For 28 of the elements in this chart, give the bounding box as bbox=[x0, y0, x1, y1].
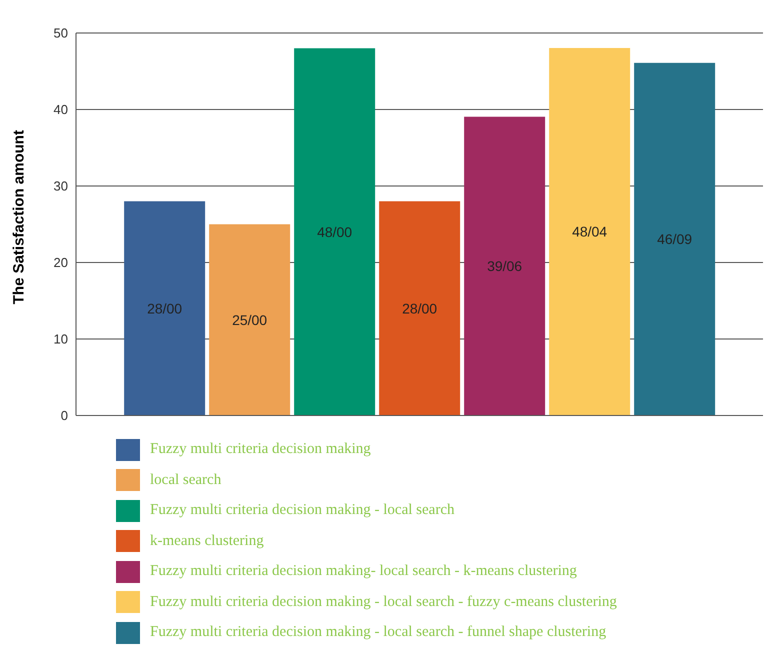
legend-label: Fuzzy multi criteria decision making - local search - fuzzy c-means clustering bbox=[150, 594, 617, 611]
y-tick-label: 50 bbox=[54, 26, 68, 41]
bar bbox=[209, 224, 290, 416]
legend-label: Fuzzy multi criteria decision making bbox=[150, 441, 371, 458]
y-tick-label: 0 bbox=[60, 408, 68, 424]
y-tick-label: 30 bbox=[54, 178, 68, 194]
data-label: 28/00 bbox=[402, 300, 438, 316]
data-label: 25/00 bbox=[232, 312, 268, 328]
y-tick-label: 40 bbox=[54, 102, 68, 118]
y-tick-label: 10 bbox=[54, 332, 68, 347]
legend-label: local search bbox=[150, 472, 222, 489]
bar bbox=[634, 62, 716, 416]
legend-label: k-means clustering bbox=[150, 532, 264, 550]
data-label: 48/04 bbox=[572, 224, 608, 240]
bar bbox=[124, 201, 206, 416]
bar bbox=[379, 201, 460, 416]
bar bbox=[464, 116, 546, 416]
legend-label: Fuzzy multi criteria decision making - local search - funnel shape clustering bbox=[150, 624, 606, 642]
y-tick-label: 20 bbox=[54, 255, 68, 270]
bar bbox=[549, 48, 630, 416]
data-label: 48/00 bbox=[317, 224, 352, 240]
data-label: 46/09 bbox=[657, 231, 692, 248]
legend-label: Fuzzy multi criteria decision making - local search bbox=[150, 502, 454, 520]
legend-label: Fuzzy multi criteria decision making- local search - k-means clustering bbox=[150, 563, 577, 580]
data-label: 39/06 bbox=[487, 258, 522, 274]
y-axis-title: The Satisfaction amount bbox=[10, 130, 28, 304]
data-label: 28/00 bbox=[147, 300, 182, 316]
bar bbox=[294, 48, 376, 416]
